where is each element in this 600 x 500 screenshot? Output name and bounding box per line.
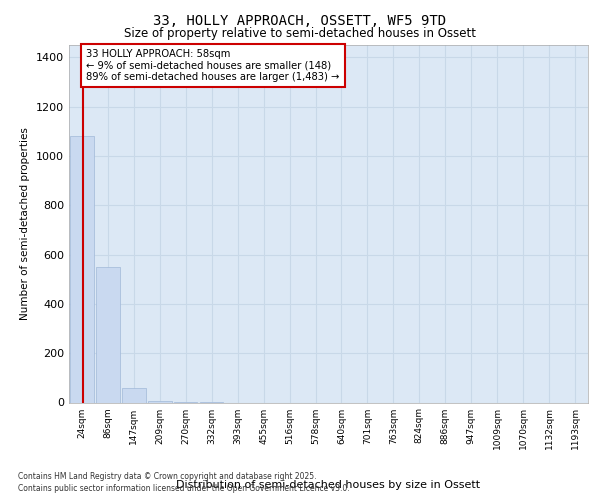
Bar <box>122 388 146 402</box>
Text: Contains HM Land Registry data © Crown copyright and database right 2025.: Contains HM Land Registry data © Crown c… <box>18 472 317 481</box>
X-axis label: Distribution of semi-detached houses by size in Ossett: Distribution of semi-detached houses by … <box>176 480 481 490</box>
Text: Contains public sector information licensed under the Open Government Licence v3: Contains public sector information licen… <box>18 484 350 493</box>
Bar <box>96 267 119 402</box>
Text: 33, HOLLY APPROACH, OSSETT, WF5 9TD: 33, HOLLY APPROACH, OSSETT, WF5 9TD <box>154 14 446 28</box>
Text: Size of property relative to semi-detached houses in Ossett: Size of property relative to semi-detach… <box>124 28 476 40</box>
Y-axis label: Number of semi-detached properties: Number of semi-detached properties <box>20 128 31 320</box>
Text: 33 HOLLY APPROACH: 58sqm
← 9% of semi-detached houses are smaller (148)
89% of s: 33 HOLLY APPROACH: 58sqm ← 9% of semi-de… <box>86 48 340 82</box>
Bar <box>70 136 94 402</box>
